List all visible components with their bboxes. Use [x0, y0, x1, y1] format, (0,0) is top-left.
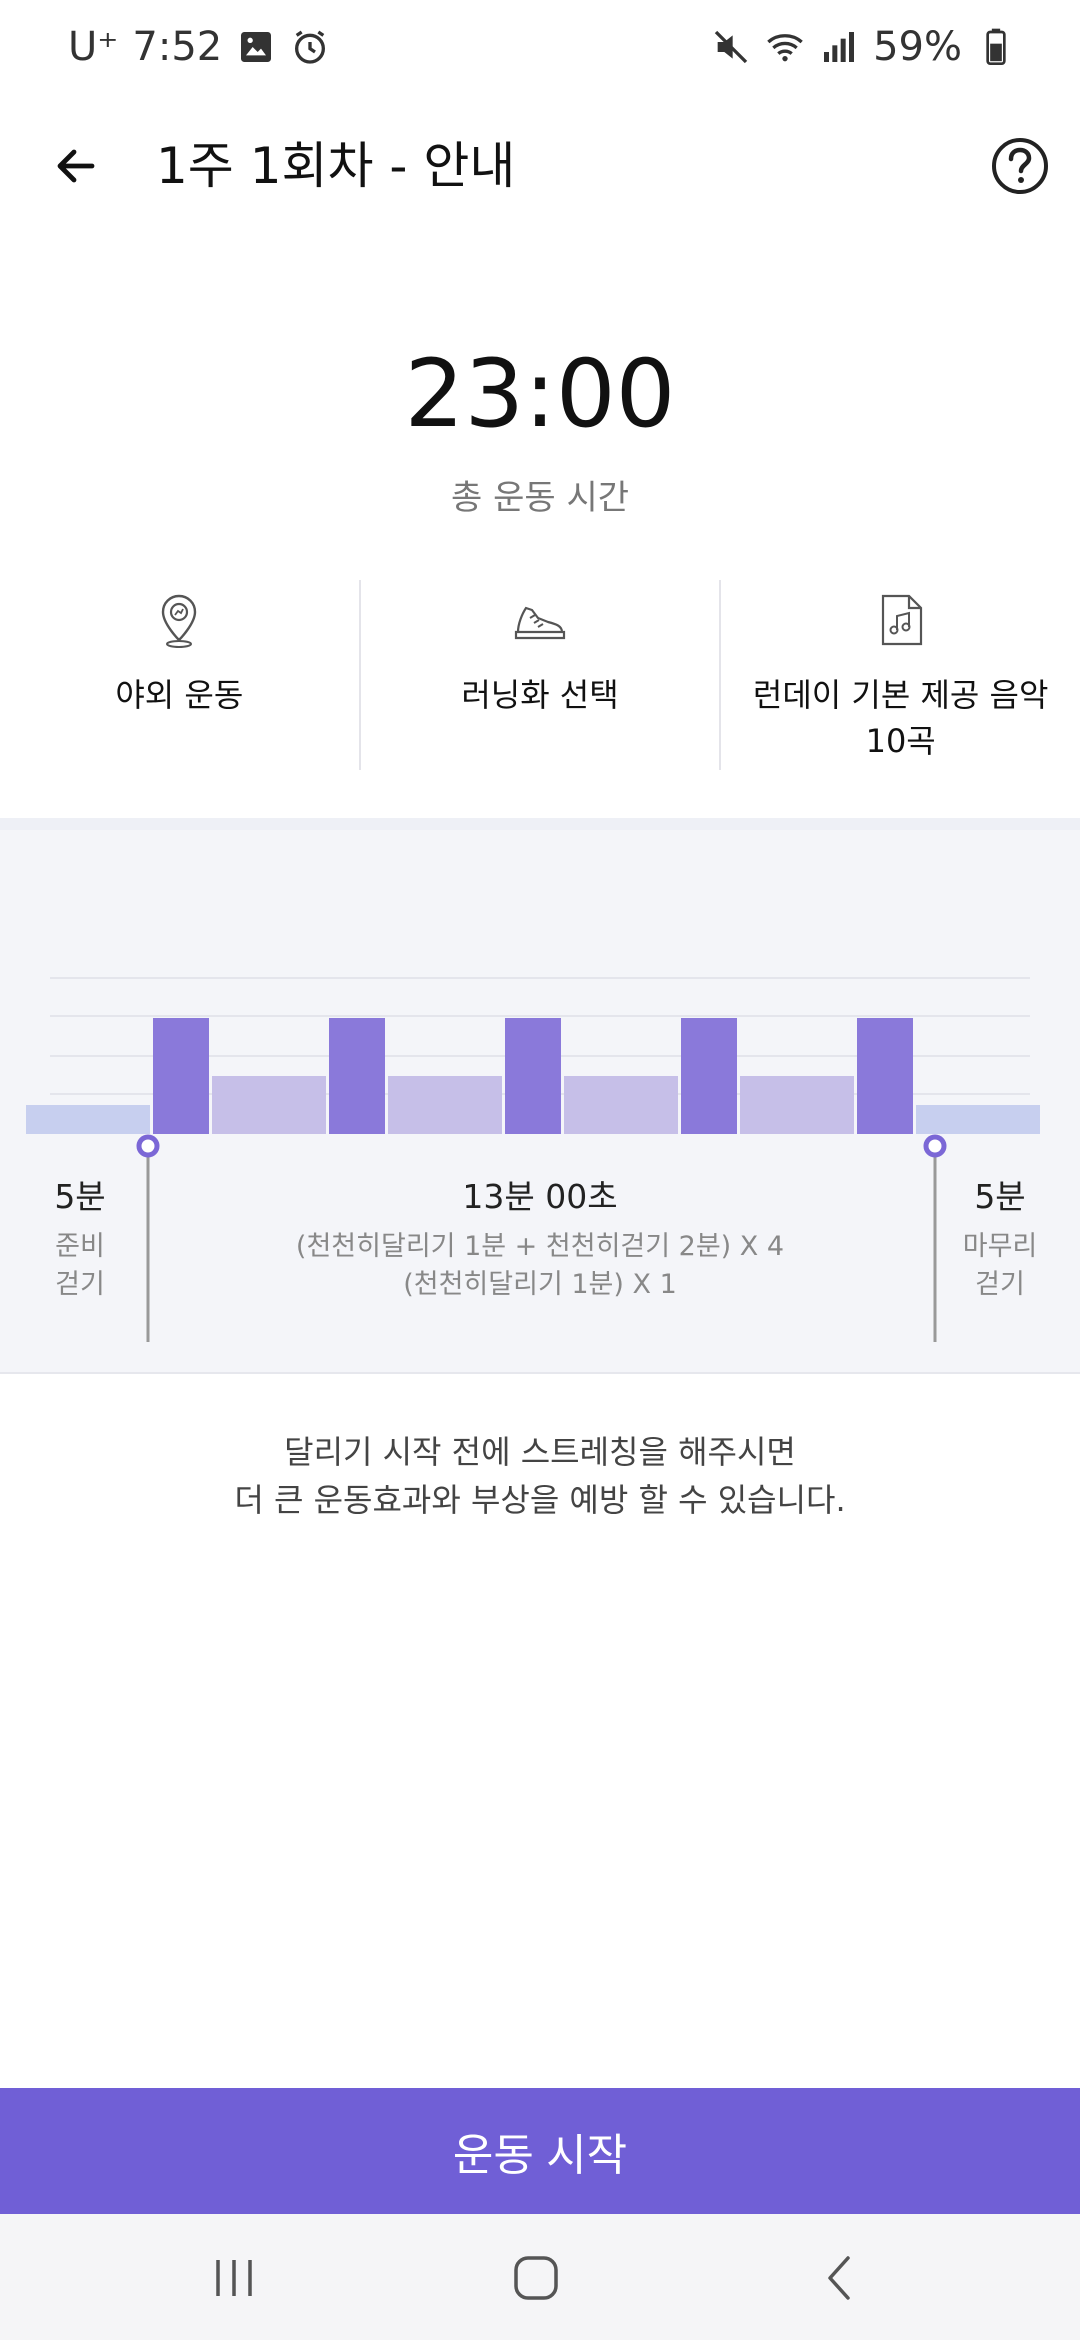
total-time-label: 총 운동 시간 [450, 478, 629, 518]
nav-back-icon[interactable] [810, 2250, 870, 2306]
chart-bar-warmup-walk [26, 1105, 150, 1134]
status-right: 59% [711, 24, 1016, 70]
info-row: 야외 운동 러닝화 선택 런데이 기본 제공 음악 10곡 [0, 580, 1080, 770]
notice-line1: 달리기 시작 전에 스트레칭을 해주시면 [284, 1433, 796, 1471]
chart-bar-run [681, 1018, 737, 1134]
battery-level: 59% [873, 24, 962, 70]
interval-chart-section: 5분 준비 걷기 13분 00초 (천천히달리기 1분 + 천천히걷기 2분) … [0, 818, 1080, 1374]
system-nav-bar [0, 2214, 1080, 2340]
total-time-value: 23:00 [404, 340, 676, 449]
cooldown-duration: 5분 [974, 1177, 1026, 1216]
home-icon[interactable] [506, 2250, 566, 2306]
main-desc-line2: (천천히달리기 1분) X 1 [403, 1269, 677, 1300]
question-circle-icon [992, 138, 1048, 194]
running-shoe-icon [514, 606, 566, 640]
warmup-desc-line1: 준비 [55, 1231, 105, 1262]
interval-chart [26, 977, 1040, 1342]
chart-bar-cooldown-walk [916, 1105, 1040, 1134]
signal-icon [824, 32, 855, 62]
page-title: 1주 1회차 - 안내 [156, 137, 516, 195]
stretching-notice: 달리기 시작 전에 스트레칭을 해주시면 더 큰 운동효과와 부상을 예방 할 … [0, 1428, 1080, 1524]
cooldown-desc-line2: 걷기 [975, 1269, 1025, 1300]
info-outdoor-label: 야외 운동 [115, 676, 244, 714]
chart-bar-walk [388, 1076, 502, 1134]
info-music-label: 런데이 기본 제공 음악 10곡 [751, 672, 1051, 764]
main-end-marker [923, 1134, 947, 1158]
outdoor-location-icon [162, 594, 197, 648]
info-music: 런데이 기본 제공 음악 10곡 [719, 580, 1080, 770]
info-shoes: 러닝화 선택 [358, 580, 720, 770]
chart-bar-run [153, 1018, 209, 1134]
warmup-desc: 준비 걷기 [30, 1228, 130, 1304]
chart-bar-walk [564, 1076, 678, 1134]
warmup-duration: 5분 [54, 1177, 106, 1216]
warmup-desc-line2: 걷기 [55, 1269, 105, 1300]
carrier-label: U⁺ [68, 24, 119, 70]
wifi-icon [767, 34, 803, 62]
info-outdoor: 야외 운동 [0, 580, 359, 770]
back-button[interactable] [44, 134, 108, 198]
info-shoes-label: 러닝화 선택 [461, 676, 619, 714]
mute-icon [714, 30, 748, 64]
info-music-text: 런데이 기본 제공 음악 10곡 [752, 676, 1049, 760]
music-file-icon [881, 594, 922, 646]
chart-bar-walk [740, 1076, 854, 1134]
battery-icon [986, 28, 1006, 65]
main-start-marker [136, 1134, 160, 1158]
cooldown-desc: 마무리 걷기 [940, 1228, 1060, 1304]
app-bar: 1주 1회차 - 안내 [0, 110, 1080, 220]
main-desc-line1: (천천히달리기 1분 + 천천히걷기 2분) X 4 [295, 1231, 785, 1262]
gallery-icon [241, 32, 272, 62]
start-workout-button[interactable]: 운동 시작 [0, 2088, 1080, 2214]
chart-bar-run [857, 1018, 913, 1134]
chart-bar-run [505, 1018, 561, 1134]
status-bar: U⁺ 7:52 59% [0, 0, 1080, 100]
arrow-left-icon [57, 149, 95, 183]
help-button[interactable] [988, 134, 1052, 198]
recent-apps-icon[interactable] [204, 2250, 264, 2306]
notice-line2: 더 큰 운동효과와 부상을 예방 할 수 있습니다. [234, 1481, 846, 1519]
status-left: U⁺ 7:52 [68, 24, 330, 70]
chart-bar-walk [212, 1076, 326, 1134]
main-desc: (천천히달리기 1분 + 천천히걷기 2분) X 4 (천천히달리기 1분) X… [190, 1228, 890, 1304]
cooldown-desc-line1: 마무리 [962, 1231, 1038, 1262]
main-duration: 13분 00초 [462, 1177, 618, 1216]
alarm-icon [295, 30, 326, 64]
clock: 7:52 [132, 24, 223, 70]
chart-bar-run [329, 1018, 385, 1134]
